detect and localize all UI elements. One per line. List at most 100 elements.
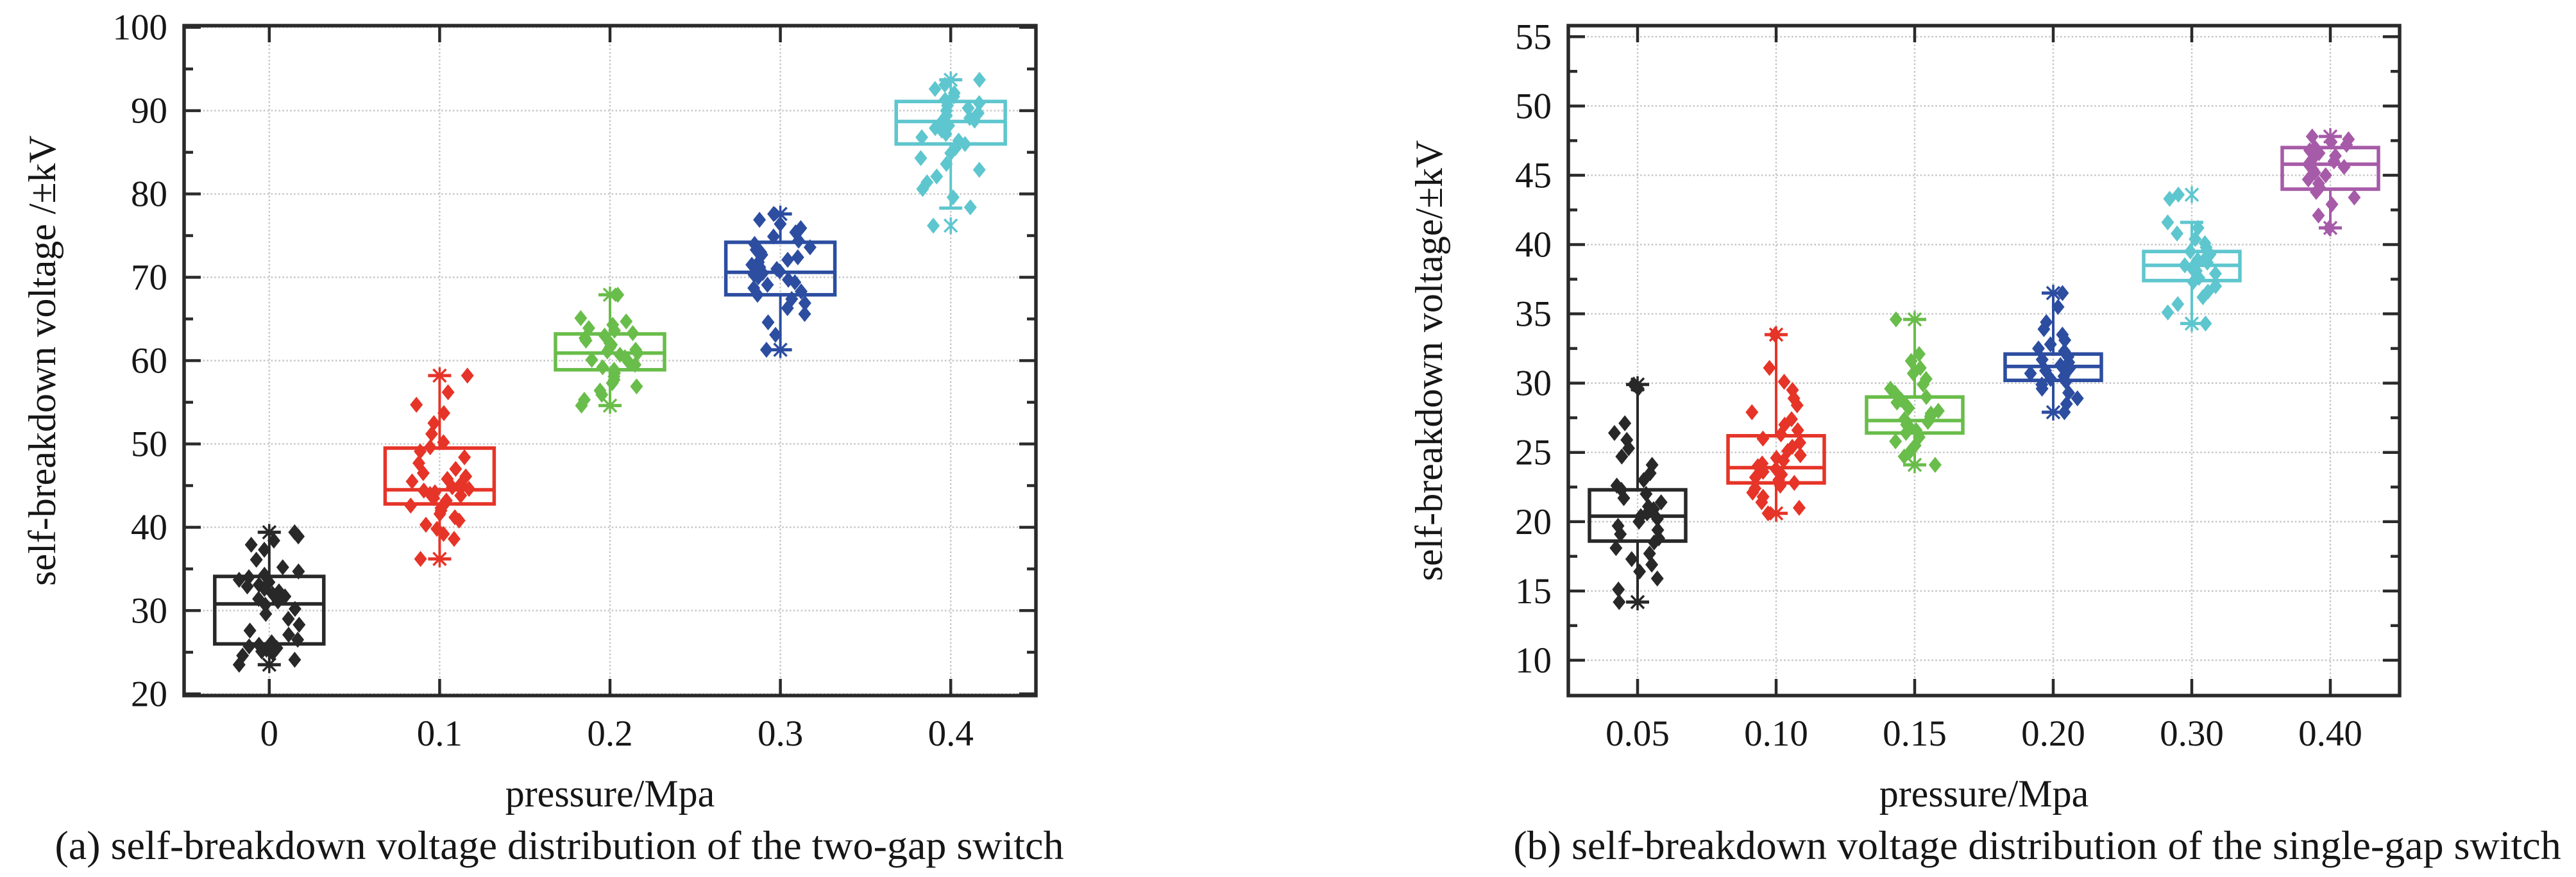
data-point-diamond [1756, 430, 1770, 447]
data-point-diamond [1756, 489, 1770, 505]
y-tick-label: 25 [1515, 433, 1552, 473]
data-point-diamond [2040, 314, 2053, 331]
data-point-diamond [1650, 570, 1664, 587]
extreme-star-marker [432, 367, 447, 384]
data-point-diamond [577, 392, 591, 408]
data-point-diamond [2198, 235, 2212, 251]
data-point-diamond [1788, 474, 1801, 491]
data-point-diamond [1643, 545, 1656, 562]
plot-border [1566, 24, 2402, 697]
extreme-star-marker [602, 286, 618, 303]
data-point-diamond [2044, 336, 2057, 353]
data-point-diamond [574, 310, 588, 326]
box-group-0.15 [1865, 311, 1965, 474]
data-point-diamond [2199, 315, 2212, 332]
data-point-diamond [244, 537, 258, 553]
data-point-diamond [2342, 131, 2355, 147]
data-point-diamond [2325, 134, 2338, 151]
scatter-points [2024, 285, 2084, 421]
data-point-diamond [972, 162, 986, 178]
data-point-diamond [1641, 498, 1655, 515]
data-point-diamond [2171, 225, 2184, 242]
data-point-diamond [769, 326, 783, 343]
data-point-diamond [272, 583, 285, 600]
data-point-diamond [1763, 360, 1776, 376]
data-point-diamond [265, 634, 278, 651]
data-point-diamond [412, 455, 425, 471]
data-point-diamond [927, 217, 940, 234]
grid-lines [184, 26, 1036, 696]
extreme-star-marker [2046, 404, 2061, 421]
data-point-diamond [252, 590, 266, 607]
data-point-diamond [437, 434, 450, 451]
y-tick-label: 90 [131, 91, 167, 131]
data-point-diamond [458, 449, 471, 465]
axis-ticks [184, 26, 1036, 696]
data-point-diamond [242, 638, 256, 655]
y-tick-label: 40 [131, 507, 167, 547]
data-point-diamond [1745, 404, 1759, 421]
data-point-diamond [439, 492, 453, 509]
box-group-0 [213, 524, 326, 673]
data-point-diamond [1884, 380, 1897, 397]
data-point-diamond [1785, 411, 1799, 428]
y-tick-label: 35 [1515, 294, 1552, 335]
data-point-diamond [928, 81, 942, 97]
y-tick-label: 30 [1515, 363, 1552, 404]
extreme-star-marker [943, 217, 958, 234]
data-point-diamond [410, 396, 423, 413]
data-point-diamond [2056, 326, 2069, 343]
data-point-diamond [2191, 220, 2205, 237]
data-point-diamond [292, 563, 305, 580]
data-point-diamond [2306, 162, 2319, 178]
data-point-diamond [1792, 499, 1806, 516]
data-point-diamond [1645, 556, 1659, 573]
data-point-diamond [2328, 147, 2342, 164]
box-group-0.05 [1588, 376, 1688, 611]
extreme-star-marker [2184, 186, 2199, 203]
x-tick-label: 0.30 [2160, 714, 2224, 754]
data-point-diamond [1889, 311, 1902, 328]
data-point-diamond [2305, 128, 2319, 145]
data-point-diamond [1912, 346, 1926, 362]
box-group-0.1 [383, 367, 496, 567]
axis-ticks [1568, 26, 2400, 696]
y-tick-label: 55 [1515, 17, 1552, 57]
data-point-diamond [1904, 353, 1918, 369]
data-point-diamond [1651, 522, 1665, 539]
data-point-diamond [1612, 581, 1625, 598]
x-axis-title: pressure/Mpa [1879, 773, 2089, 815]
y-tick-label: 40 [1515, 224, 1552, 265]
scatter-points [745, 206, 817, 358]
data-point-diamond [747, 280, 761, 296]
extreme-star-marker [432, 550, 447, 567]
y-tick-label: 10 [1515, 640, 1552, 681]
y-tick-label: 30 [131, 590, 167, 631]
data-point-diamond [252, 576, 266, 593]
data-point-diamond [794, 220, 808, 237]
data-point-diamond [414, 551, 427, 567]
data-point-diamond [1920, 388, 1933, 405]
x-tick-label: 0.15 [1883, 714, 1947, 754]
scatter-points [914, 71, 987, 234]
scatter-points [1607, 376, 1668, 610]
x-tick-label: 0 [260, 714, 279, 754]
data-point-diamond [276, 559, 289, 576]
y-tick-label: 20 [131, 674, 167, 714]
data-point-diamond [1889, 433, 1902, 449]
scatter-points [2161, 187, 2223, 332]
data-point-diamond [1645, 456, 1659, 473]
y-axis-title: self-breakdown voltage/±kV [1408, 140, 1450, 581]
extreme-star-marker [262, 656, 277, 673]
data-point-diamond [759, 342, 773, 358]
data-point-diamond [427, 415, 441, 431]
data-point-diamond [938, 76, 952, 93]
data-point-diamond [798, 306, 811, 322]
data-point-diamond [1756, 455, 1769, 472]
x-tick-label: 0.40 [2298, 714, 2362, 754]
data-point-diamond [2191, 251, 2205, 268]
data-point-diamond [430, 521, 444, 537]
data-point-diamond [1913, 360, 1927, 376]
data-point-diamond [1615, 448, 1629, 465]
